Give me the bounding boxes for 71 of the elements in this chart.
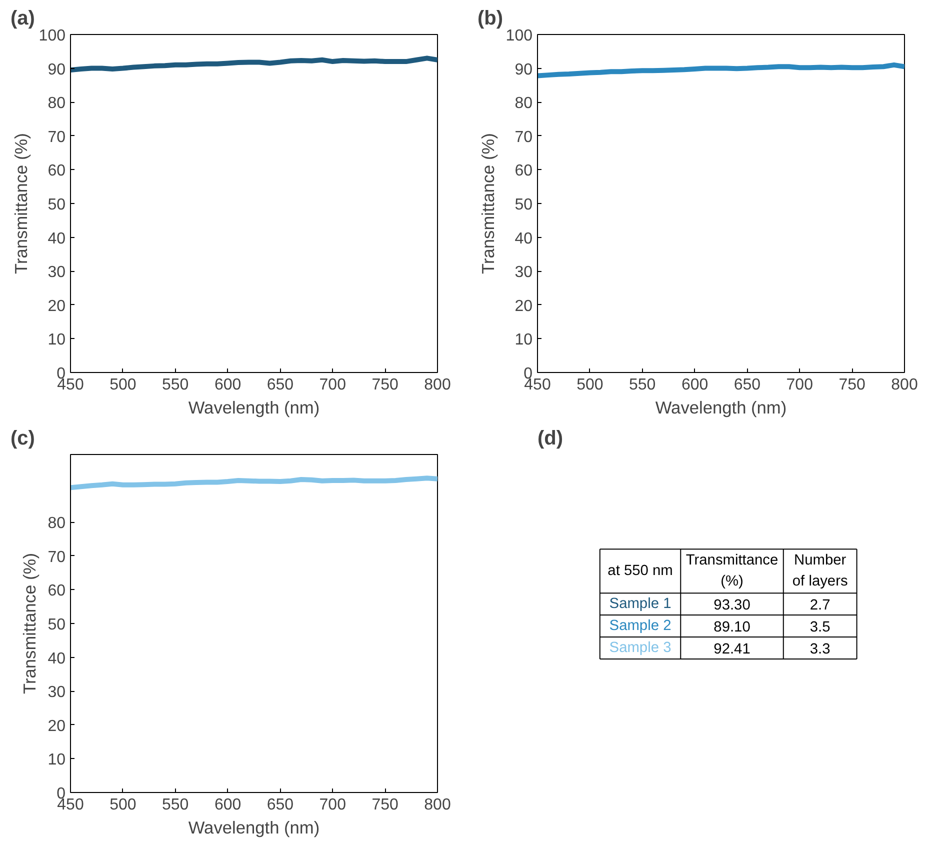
y-tick-label: 80 [514, 95, 533, 112]
y-tick-label: 30 [514, 264, 533, 282]
x-tick-label: 750 [372, 796, 399, 814]
text: 3.5 [810, 620, 830, 636]
category-label: Transmittance (%) [686, 552, 778, 590]
y-tick-label: 100 [38, 28, 66, 44]
x-tick-label: 500 [110, 376, 136, 394]
y-tick-label: 20 [48, 298, 66, 315]
x-tick-label: 650 [266, 376, 294, 394]
y-tick-label: 20 [514, 298, 533, 315]
y-axis-title: Transmittance (%) [478, 133, 498, 274]
text: 89.10 [714, 620, 750, 636]
x-tick-label: 800 [891, 376, 918, 394]
x-tick-label: 800 [424, 796, 451, 814]
y-tick-label: 50 [48, 196, 66, 214]
y-tick-label: 90 [514, 61, 533, 78]
x-tick-label: 550 [162, 796, 189, 814]
x-tick-label: 500 [110, 796, 136, 814]
x-tick-label: 700 [319, 376, 346, 394]
x-tick-label: 600 [681, 376, 708, 394]
chart-title: (a) [10, 8, 35, 30]
text: at 550 nm [608, 563, 673, 580]
y-tick-label: 10 [48, 752, 66, 769]
y-tick-label: 60 [514, 162, 533, 180]
x-axis-title: Wavelength (nm) [655, 398, 787, 418]
y-tick-label: 60 [48, 162, 66, 180]
x-axis-title: Wavelength (nm) [188, 818, 320, 838]
text: 3.3 [810, 642, 830, 658]
category-label: Sample 3 [609, 640, 672, 656]
text: (d) [538, 428, 564, 450]
y-tick-label: 70 [48, 548, 66, 566]
x-tick-label: 750 [838, 376, 866, 394]
y-tick-label: 50 [48, 616, 66, 634]
x-tick-label: 550 [629, 376, 656, 394]
x-tick-label: 600 [214, 796, 242, 814]
x-tick-label: 650 [266, 796, 294, 814]
y-tick-label: 10 [514, 332, 533, 349]
x-tick-label: 650 [734, 376, 761, 394]
y-tick-label: 10 [48, 332, 66, 349]
x-tick-label: 700 [319, 796, 346, 814]
y-tick-label: 40 [48, 230, 66, 248]
y-tick-label: 40 [514, 230, 533, 248]
y-tick-label: 100 [506, 28, 533, 44]
y-axis-title: Transmittance (%) [20, 553, 40, 694]
y-tick-label: 40 [48, 650, 66, 668]
x-axis-title: Wavelength (nm) [188, 398, 320, 418]
y-tick-label: 70 [514, 128, 533, 146]
text: 93.30 [714, 598, 750, 614]
chart-title: (c) [10, 428, 35, 450]
y-tick-label: 80 [48, 515, 66, 532]
y-tick-label: 30 [48, 684, 66, 702]
y-tick-label: 90 [48, 61, 66, 78]
text: 92.41 [714, 642, 750, 658]
y-tick-label: 70 [48, 128, 66, 146]
x-tick-label: 600 [214, 376, 242, 394]
x-tick-label: 750 [372, 376, 399, 394]
y-tick-label: 60 [48, 582, 66, 600]
y-tick-label: 80 [48, 95, 66, 112]
y-tick-label: 30 [48, 264, 66, 282]
x-tick-label: 550 [162, 376, 189, 394]
text: 2.7 [810, 598, 830, 614]
x-tick-label: 500 [576, 376, 604, 394]
x-tick-label: 700 [786, 376, 814, 394]
chart-title: (b) [478, 8, 504, 30]
x-tick-label: 800 [424, 376, 451, 394]
y-tick-label: 50 [514, 196, 533, 214]
category-label: Number of layers [792, 552, 848, 590]
category-label: Sample 2 [609, 618, 672, 634]
y-axis-title: Transmittance (%) [10, 133, 31, 274]
y-tick-label: 20 [48, 718, 66, 735]
category-label: Sample 1 [609, 596, 672, 612]
